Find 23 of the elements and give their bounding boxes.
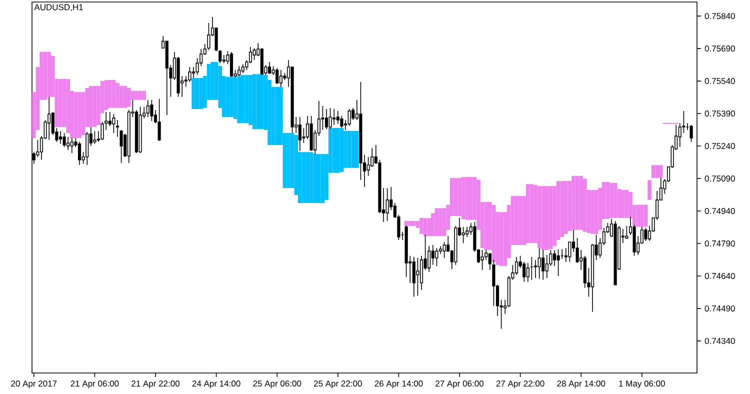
y-tick-label: 0.75390 bbox=[704, 110, 735, 117]
x-tick-label: 25 Apr 22:00 bbox=[314, 380, 362, 388]
y-tick-label: 0.74940 bbox=[704, 208, 735, 214]
y-tick-label: 0.75540 bbox=[704, 78, 735, 84]
x-tick-label: 26 Apr 14:00 bbox=[374, 380, 423, 388]
x-tick-label: 21 Apr 22:00 bbox=[132, 380, 180, 388]
y-tick-label: 0.75690 bbox=[704, 46, 735, 52]
x-tick-label: 27 Apr 22:00 bbox=[496, 380, 544, 388]
y-tick-label: 0.74640 bbox=[704, 272, 735, 279]
x-tick-label: 21 Apr 06:00 bbox=[70, 380, 119, 388]
x-tick-label: 28 Apr 14:00 bbox=[557, 380, 606, 388]
y-tick-label: 0.75090 bbox=[704, 176, 735, 182]
chart-title: AUDUSD,H1 bbox=[34, 4, 83, 12]
y-tick-label: 0.74790 bbox=[704, 240, 735, 246]
y-tick-label: 0.74340 bbox=[704, 338, 735, 344]
x-tick-label: 25 Apr 06:00 bbox=[253, 380, 302, 388]
x-tick-label: 24 Apr 14:00 bbox=[192, 380, 240, 388]
x-tick-label: 27 Apr 06:00 bbox=[436, 380, 484, 388]
y-tick-label: 0.75840 bbox=[704, 13, 735, 20]
x-tick-label: 1 May 06:00 bbox=[619, 380, 665, 388]
y-tick-label: 0.75240 bbox=[704, 143, 735, 150]
y-tick-label: 0.74490 bbox=[704, 305, 735, 312]
x-tick-label: 20 Apr 2017 bbox=[11, 380, 57, 388]
